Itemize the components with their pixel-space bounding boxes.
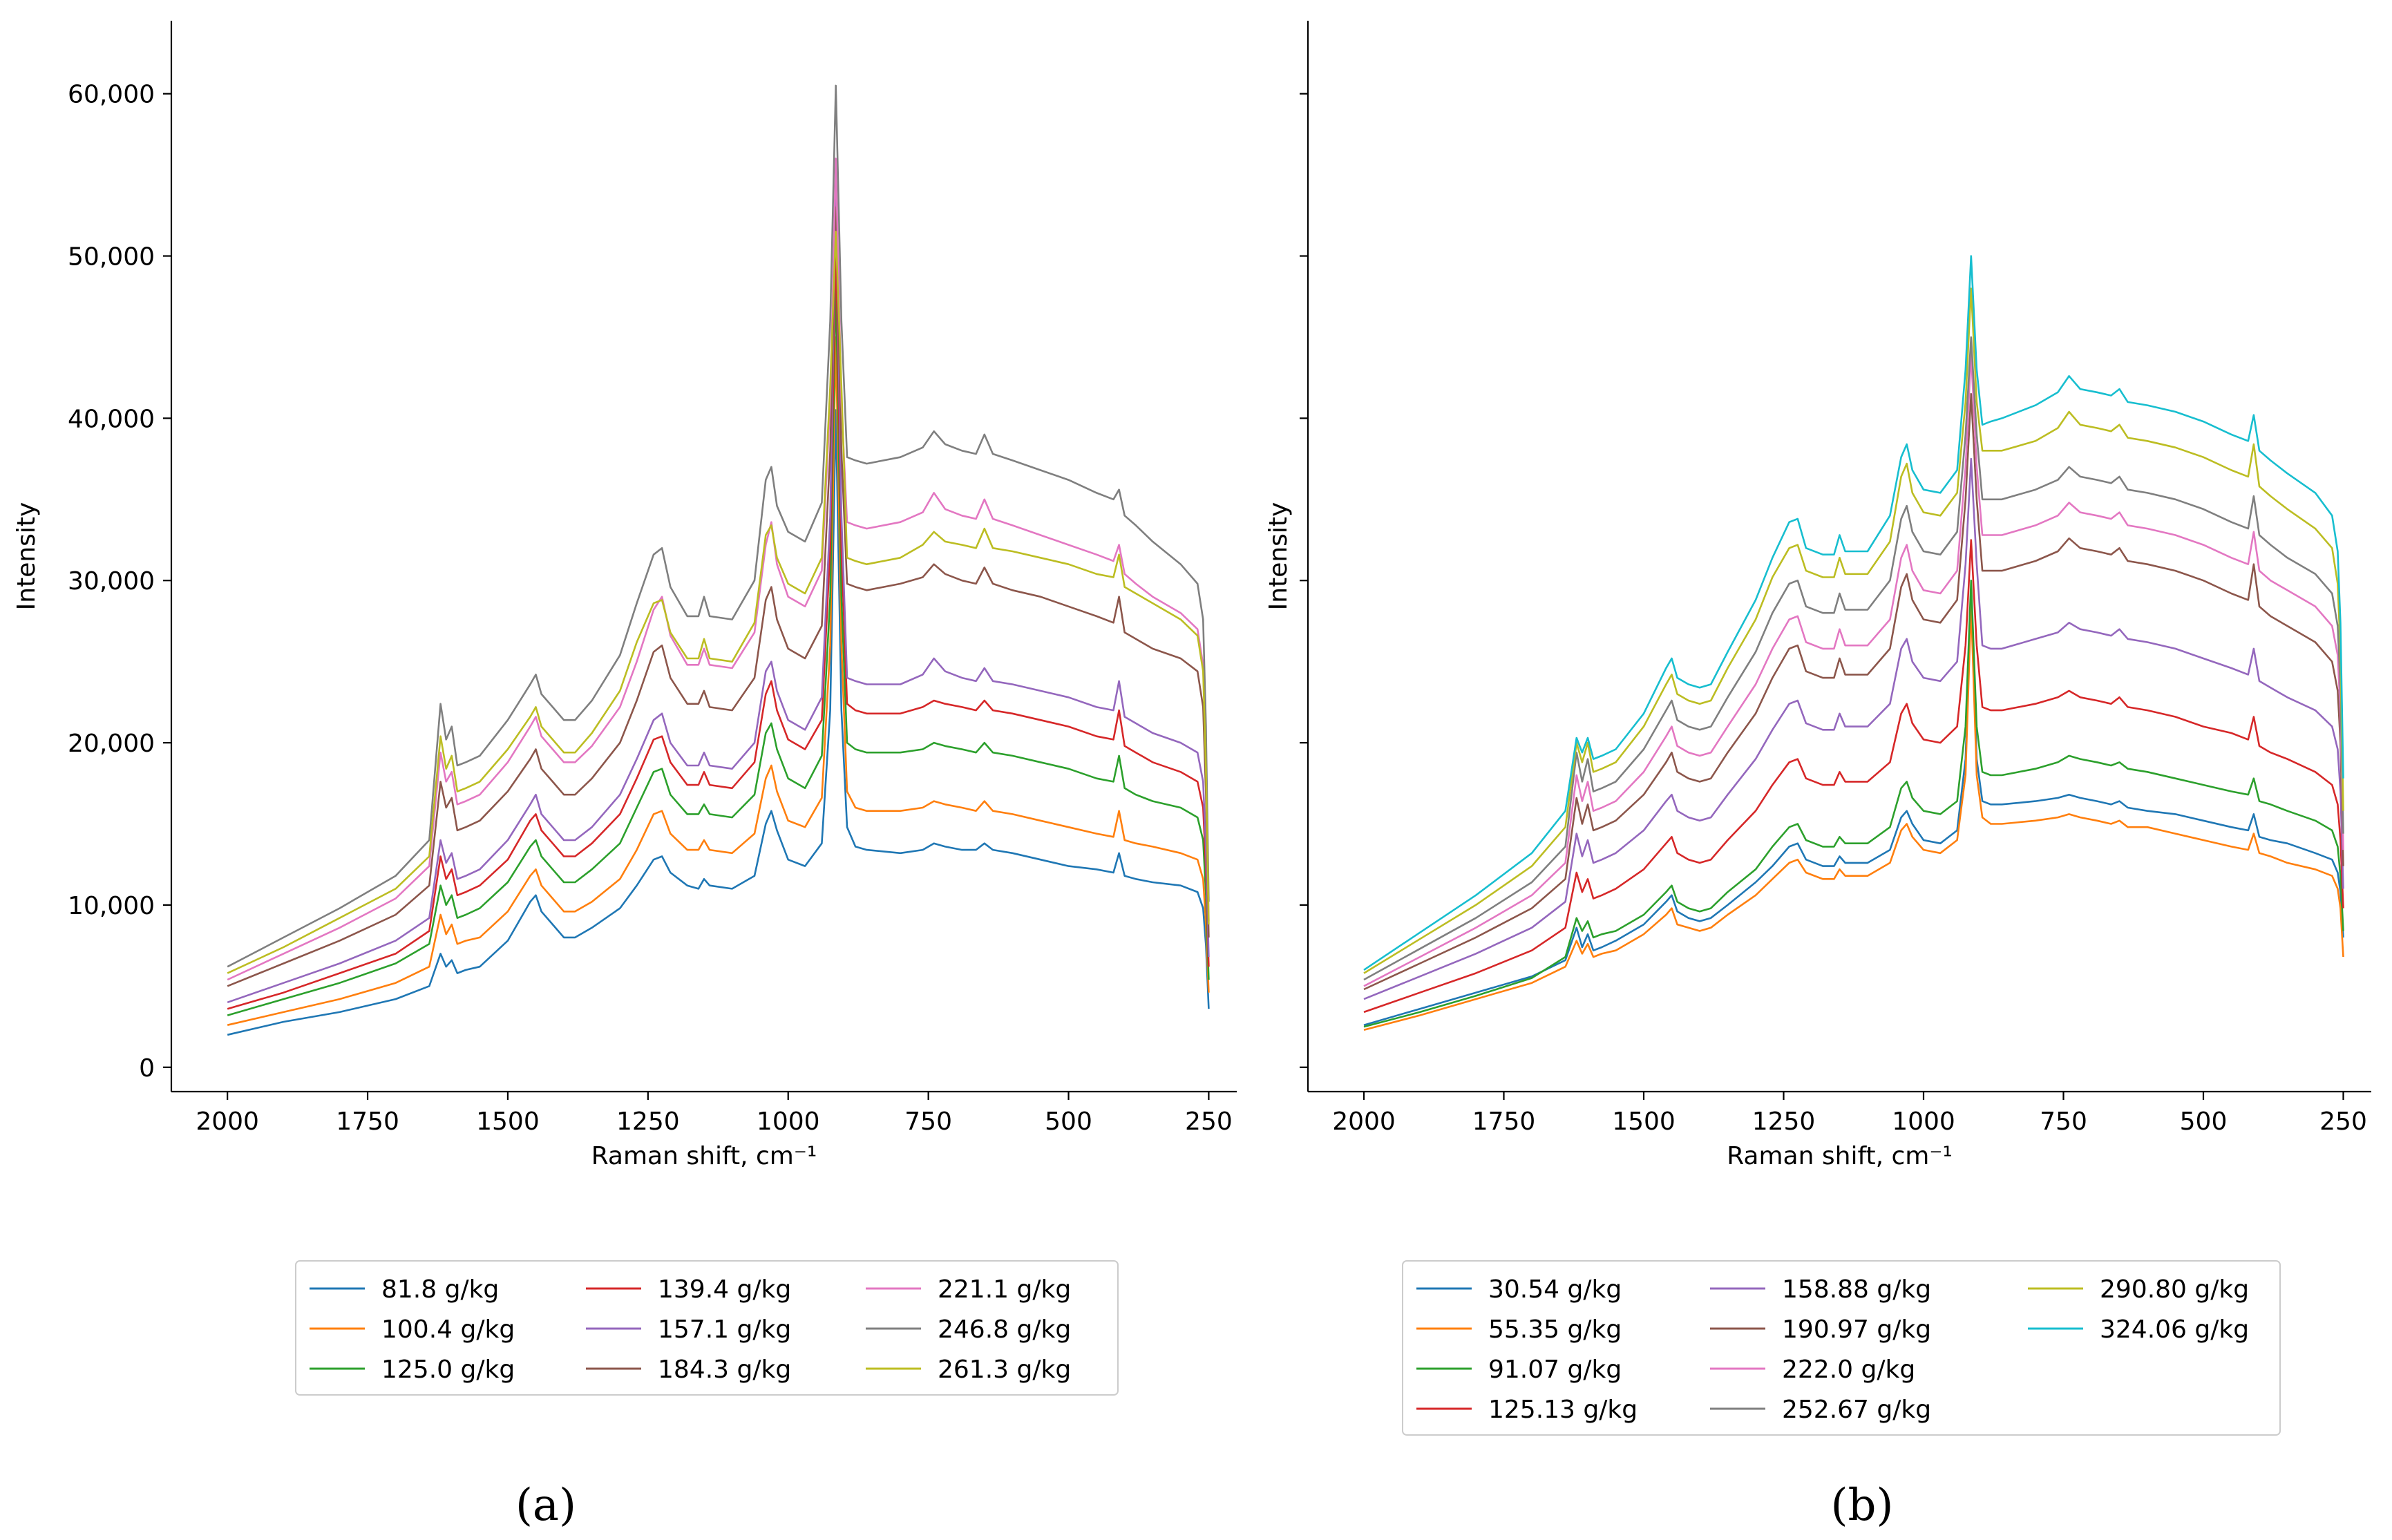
legend-label: 252.67 g/kg (1782, 1396, 1931, 1424)
legend-item: 157.1 g/kg (586, 1315, 791, 1344)
y-axis-label: Intensity (12, 502, 41, 611)
legend-item: 261.3 g/kg (866, 1356, 1071, 1384)
legend-item: 158.88 g/kg (1710, 1275, 1931, 1304)
legend: 30.54 g/kg 55.35 g/kg 91.07 g/kg 125.13 g/k… (1402, 1260, 2281, 1436)
series-line-91.07-g-kg (1363, 579, 2344, 1028)
legend-label: 221.1 g/kg (938, 1275, 1071, 1304)
series-group (1363, 255, 2344, 1032)
x-tick-label: 1750 (1472, 1108, 1536, 1136)
legend-label: 158.88 g/kg (1782, 1275, 1931, 1304)
legend-item: 246.8 g/kg (866, 1315, 1071, 1344)
legend-item: 252.67 g/kg (1710, 1396, 1931, 1424)
series-line-184.3-g-kg (227, 206, 1210, 987)
y-axis-label: Intensity (1264, 502, 1293, 611)
y-tick-label: 50,000 (68, 243, 155, 272)
series-line-158.88-g-kg (1363, 457, 2344, 1000)
x-tick-label: 500 (1045, 1108, 1092, 1136)
x-tick-label: 1250 (616, 1108, 680, 1136)
legend-item: 125.0 g/kg (310, 1356, 515, 1384)
x-tick-label: 1750 (336, 1108, 399, 1136)
x-tick-label: 250 (2319, 1108, 2367, 1136)
y-tick-label: 0 (139, 1054, 155, 1083)
legend-label: 324.06 g/kg (2100, 1315, 2249, 1344)
legend-frame (1402, 1260, 2281, 1436)
panel-caption: (a) (515, 1480, 576, 1531)
x-tick-label: 500 (2180, 1108, 2228, 1136)
legend-label: 100.4 g/kg (381, 1315, 515, 1344)
series-line-221.1-g-kg (227, 158, 1210, 981)
legend-item: 55.35 g/kg (1416, 1315, 1622, 1344)
x-tick-label: 2000 (1332, 1108, 1396, 1136)
x-tick-label: 750 (2040, 1108, 2087, 1136)
y-tick-label: 10,000 (68, 892, 155, 920)
legend-item: 222.0 g/kg (1710, 1356, 1915, 1384)
legend-label: 125.13 g/kg (1488, 1396, 1638, 1424)
x-axis-label: Raman shift, cm⁻¹ (591, 1142, 817, 1170)
series-line-55.35-g-kg (1363, 604, 2344, 1032)
series-line-157.1-g-kg (227, 190, 1210, 1004)
legend-label: 30.54 g/kg (1488, 1275, 1622, 1304)
legend-label: 55.35 g/kg (1488, 1315, 1622, 1344)
legend-label: 184.3 g/kg (658, 1356, 791, 1384)
legend-label: 246.8 g/kg (938, 1315, 1071, 1344)
legend-label: 139.4 g/kg (658, 1275, 791, 1304)
series-line-30.54-g-kg (1363, 587, 2344, 1026)
x-tick-label: 1500 (476, 1108, 540, 1136)
panel-a: 2000 1750 1500 1250 1000 750 500 250 0 10,000 20,0… (12, 21, 1237, 1531)
y-tick-label: 20,000 (68, 730, 155, 758)
legend-item: 221.1 g/kg (866, 1275, 1071, 1304)
x-tick-label: 2000 (196, 1108, 259, 1136)
legend-frame (295, 1260, 1119, 1396)
series-line-222.0-g-kg (1363, 352, 2344, 987)
panel-b: 2000 1750 1500 1250 1000 750 500 250 Raman shift… (1264, 21, 2371, 1531)
legend-item: 91.07 g/kg (1416, 1356, 1622, 1384)
legend-item: 184.3 g/kg (586, 1356, 791, 1384)
series-line-139.4-g-kg (227, 238, 1210, 1010)
panel-caption: (b) (1831, 1480, 1894, 1531)
series-line-100.4-g-kg (227, 336, 1210, 1026)
legend-label: 91.07 g/kg (1488, 1356, 1622, 1384)
y-tick-label: 30,000 (68, 567, 155, 596)
x-tick-label: 1250 (1752, 1108, 1816, 1136)
legend-item: 125.13 g/kg (1416, 1396, 1638, 1424)
series-line-246.8-g-kg (227, 84, 1210, 968)
x-tick-label: 750 (904, 1108, 952, 1136)
series-line-324.06-g-kg (1363, 255, 2344, 971)
series-line-252.67-g-kg (1363, 336, 2344, 981)
legend: 81.8 g/kg 100.4 g/kg 125.0 g/kg 139.4 g/kg 1… (295, 1260, 1119, 1396)
legend-item: 81.8 g/kg (310, 1275, 499, 1304)
y-tick-label: 60,000 (68, 81, 155, 109)
series-line-125.0-g-kg (227, 279, 1210, 1016)
x-tick-label: 250 (1185, 1108, 1233, 1136)
series-line-190.97-g-kg (1363, 392, 2344, 991)
x-axis-label: Raman shift, cm⁻¹ (1727, 1142, 1953, 1170)
legend-label: 190.97 g/kg (1782, 1315, 1931, 1344)
x-tick-label: 1000 (1892, 1108, 1955, 1136)
legend-item: 190.97 g/kg (1710, 1315, 1931, 1344)
legend-label: 157.1 g/kg (658, 1315, 791, 1344)
legend-item: 324.06 g/kg (2028, 1315, 2249, 1344)
legend-item: 30.54 g/kg (1416, 1275, 1622, 1304)
legend-item: 100.4 g/kg (310, 1315, 515, 1344)
x-tick-label: 1000 (757, 1108, 820, 1136)
legend-label: 125.0 g/kg (381, 1356, 515, 1384)
series-line-261.3-g-kg (227, 231, 1210, 974)
x-tick-label: 1500 (1612, 1108, 1676, 1136)
legend-label: 290.80 g/kg (2100, 1275, 2249, 1304)
legend-label: 222.0 g/kg (1782, 1356, 1915, 1384)
legend-item: 290.80 g/kg (2028, 1275, 2249, 1304)
series-line-81.8-g-kg (227, 409, 1210, 1036)
series-line-290.80-g-kg (1363, 287, 2344, 974)
series-line-125.13-g-kg (1363, 539, 2344, 1014)
series-group (227, 84, 1210, 1036)
legend-label: 261.3 g/kg (938, 1356, 1071, 1384)
legend-label: 81.8 g/kg (381, 1275, 499, 1304)
legend-item: 139.4 g/kg (586, 1275, 791, 1304)
y-tick-label: 40,000 (68, 405, 155, 433)
